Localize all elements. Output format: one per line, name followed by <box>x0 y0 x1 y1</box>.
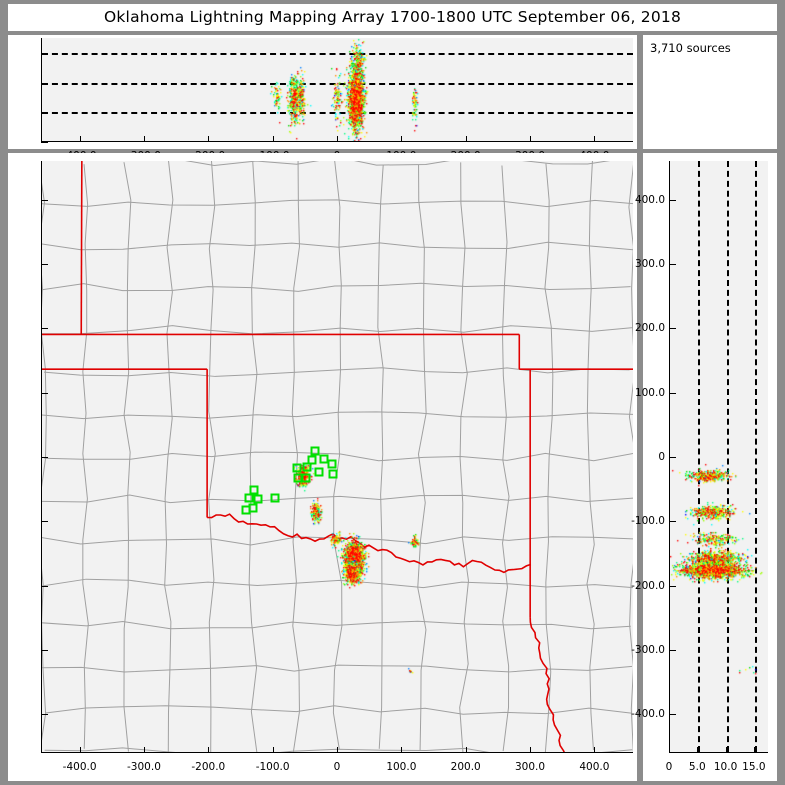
axis-tick-mark <box>41 82 48 84</box>
station-marker <box>302 462 312 472</box>
station-marker <box>253 494 263 504</box>
axis-tick-label: 0 <box>665 761 673 773</box>
axis-tick-mark <box>41 392 48 394</box>
plan-view-plot-area <box>41 161 633 753</box>
axis-tick-label: -400.0 <box>62 761 97 773</box>
axis-tick-mark <box>697 747 699 753</box>
axis-tick-mark <box>143 747 145 753</box>
axis-tick-mark <box>669 747 670 753</box>
axis-tick-mark <box>669 650 676 652</box>
axis-tick-mark <box>208 136 210 142</box>
altitude-ns-source-points <box>670 161 768 752</box>
axis-tick-mark <box>208 747 210 753</box>
axis-tick-mark <box>41 52 48 54</box>
axis-tick-mark <box>669 521 676 523</box>
axis-tick-label: 5.0 <box>688 761 706 773</box>
axis-tick-mark <box>530 747 532 753</box>
axis-tick-label: 100.0 <box>386 761 417 773</box>
axis-tick-mark <box>41 650 48 652</box>
axis-tick-mark <box>669 328 676 330</box>
axis-tick-mark <box>41 199 48 201</box>
station-marker <box>327 459 337 469</box>
station-marker <box>241 505 251 515</box>
axis-tick-label: 15.0 <box>742 761 766 773</box>
axis-tick-label: -100.0 <box>631 515 665 528</box>
axis-tick-mark <box>41 585 48 587</box>
axis-tick-label: 400.0 <box>634 193 665 206</box>
station-marker <box>292 463 302 473</box>
axis-tick-label: 300.0 <box>634 257 665 270</box>
axis-tick-mark <box>337 747 338 753</box>
axis-tick-label: 10.0 <box>713 761 738 773</box>
axis-tick-mark <box>465 136 467 142</box>
axis-tick-mark <box>41 263 48 265</box>
axis-tick-mark <box>669 199 676 201</box>
axis-tick-label: 100.0 <box>634 386 665 399</box>
axis-tick-label: 400.0 <box>579 761 610 773</box>
axis-tick-mark <box>79 747 81 753</box>
axis-tick-mark <box>337 136 338 142</box>
axis-tick-mark <box>594 136 596 142</box>
axis-tick-mark <box>41 112 48 114</box>
time-height-panel: 05.010.015.0 -400.0-300.0-200.0-100.0010… <box>8 35 637 162</box>
axis-tick-label: 0 <box>658 451 665 463</box>
axis-tick-label: 200.0 <box>634 322 665 335</box>
axis-tick-label: 0 <box>333 761 341 773</box>
axis-tick-mark <box>272 747 274 753</box>
axis-tick-mark <box>753 747 755 753</box>
axis-tick-label: -400.0 <box>631 708 665 721</box>
station-marker <box>314 467 324 477</box>
axis-tick-mark <box>725 747 727 753</box>
station-marker <box>307 455 317 465</box>
time-height-plot-area <box>41 38 633 142</box>
plan-view-map-panel: -400.0 -300.0 -200.0 -100.0 0 100.0 200.0 300.0… <box>8 153 637 781</box>
axis-tick-mark <box>465 747 467 753</box>
axis-tick-mark <box>41 457 48 458</box>
page-title: Oklahoma Lightning Mapping Array 1700-18… <box>103 8 682 26</box>
axis-tick-mark <box>669 392 676 394</box>
plan-view-source-points <box>42 161 633 752</box>
axis-tick-mark <box>401 136 403 142</box>
title-panel: Oklahoma Lightning Mapping Array 1700-18… <box>8 4 777 31</box>
axis-tick-mark <box>669 263 676 265</box>
station-marker <box>301 473 311 483</box>
axis-tick-mark <box>79 136 81 142</box>
axis-tick-mark <box>669 457 676 458</box>
axis-tick-mark <box>401 747 403 753</box>
axis-tick-label: -300.0 <box>127 761 161 773</box>
axis-tick-label: 300.0 <box>515 761 546 773</box>
axis-tick-mark <box>272 136 274 142</box>
axis-tick-label: -200.0 <box>191 761 226 773</box>
axis-tick-label: -200.0 <box>631 579 665 592</box>
time-height-source-points <box>42 38 633 141</box>
sources-count-panel: 3,710 sources <box>643 35 777 149</box>
sources-count-label: 3,710 sources <box>650 41 731 55</box>
axis-tick-mark <box>530 136 532 142</box>
axis-tick-mark <box>41 328 48 330</box>
station-marker <box>270 493 280 503</box>
axis-tick-mark <box>143 136 145 142</box>
station-marker <box>249 485 259 495</box>
axis-tick-mark <box>41 714 48 716</box>
axis-tick-mark <box>669 585 676 587</box>
axis-tick-mark <box>594 747 596 753</box>
altitude-ns-panel: -400.0 -300.0 -200.0 -100.0 0 100.0 200.0 300.0… <box>631 153 777 781</box>
axis-tick-mark <box>669 714 676 716</box>
axis-tick-label: -300.0 <box>631 644 665 657</box>
axis-tick-label: 200.0 <box>450 761 481 773</box>
station-marker <box>310 446 320 456</box>
station-marker <box>319 454 329 464</box>
station-marker <box>244 493 254 503</box>
axis-tick-label: -100.0 <box>255 761 290 773</box>
axis-tick-mark <box>41 521 48 523</box>
axis-tick-mark <box>41 142 48 143</box>
station-marker <box>328 469 338 479</box>
altitude-ns-plot-area <box>669 161 768 753</box>
